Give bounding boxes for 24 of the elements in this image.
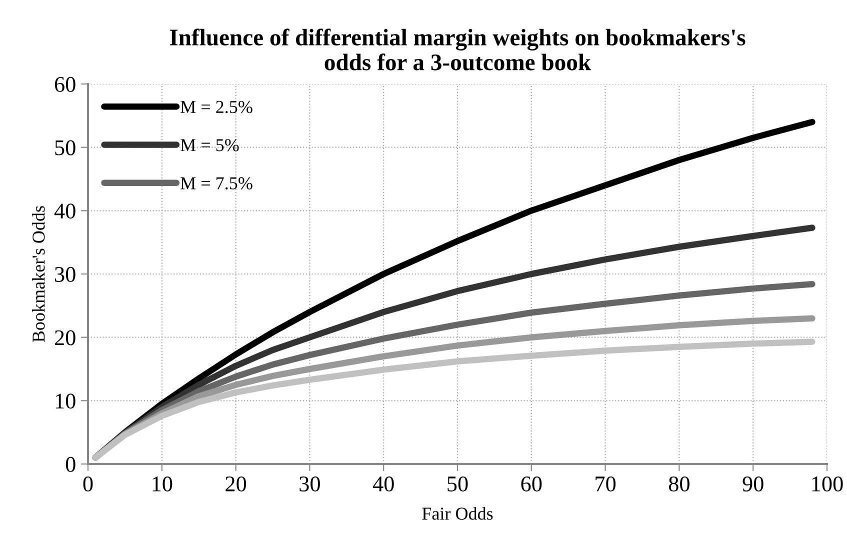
x-tick-label: 20 [226, 476, 246, 492]
legend-label: M = 2.5% [180, 100, 252, 114]
x-tick-label: 60 [521, 476, 542, 492]
y-tick-label: 50 [55, 140, 76, 156]
x-axis-title: Fair Odds [422, 507, 493, 520]
legend-label: M = 7.5% [180, 177, 252, 190]
x-tick-label: 10 [152, 476, 172, 492]
x-tick-label: 90 [742, 476, 764, 492]
y-tick-label: 40 [54, 204, 76, 219]
x-tick-label: 80 [668, 476, 690, 492]
legend-label: M = 5% [180, 139, 239, 152]
y-tick-label: 30 [55, 266, 76, 282]
y-tick-label: 60 [54, 76, 76, 92]
y-tick-label: 20 [54, 330, 76, 346]
x-tick-label: 50 [448, 476, 468, 492]
x-tick-label: 30 [300, 476, 320, 492]
y-axis-title: Bookmaker's Odds [32, 206, 45, 342]
x-tick-label: 70 [596, 476, 616, 492]
x-tick-label: 40 [372, 476, 394, 492]
y-tick-label: 0 [66, 456, 76, 472]
x-tick-label: 0 [83, 476, 93, 492]
chart-title: Influence of differential margin weights on bookmakers's odds for a 3-outcome book [170, 28, 746, 70]
x-tick-label: 100 [812, 476, 843, 492]
y-tick-label: 10 [56, 394, 76, 409]
